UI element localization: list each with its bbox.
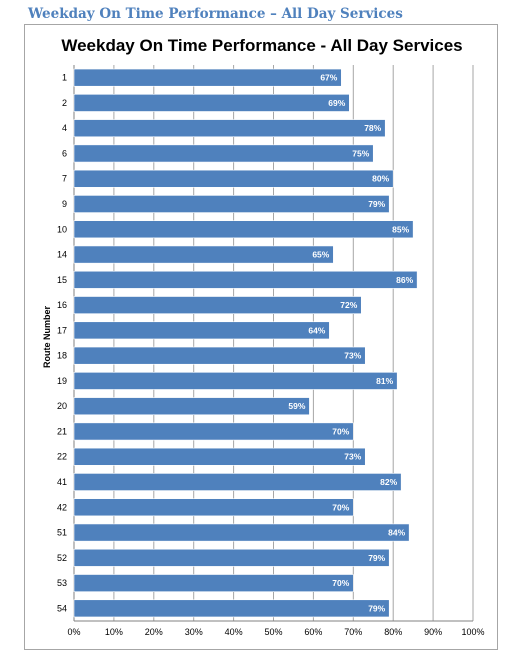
y-tick-label-route-1: 1 — [62, 73, 67, 83]
data-label-route-41: 82% — [380, 477, 397, 487]
bar-route-10 — [73, 220, 414, 239]
x-tick-label: 60% — [304, 627, 322, 637]
chart-title: Weekday On Time Performance - All Day Se… — [61, 36, 462, 55]
bar-route-16 — [73, 296, 362, 314]
y-tick-label-route-41: 41 — [57, 477, 67, 487]
bar-chart: Weekday On Time Performance - All Day Se… — [42, 36, 485, 637]
x-tick-label: 0% — [67, 627, 80, 637]
data-label-route-1: 67% — [320, 73, 337, 83]
y-tick-label-route-52: 52 — [57, 553, 67, 563]
bar-route-14 — [73, 245, 334, 264]
y-tick-label-route-22: 22 — [57, 452, 67, 462]
y-axis-tick-labels: 1 2 4 6 7 9 10 14 15 16 17 18 19 20 21 22 41 42 51 52 53 54 — [57, 73, 67, 614]
y-tick-label-route-16: 16 — [57, 300, 67, 310]
y-tick-label-route-42: 42 — [57, 502, 67, 512]
bar-route-51 — [73, 523, 410, 542]
bar-route-53 — [73, 574, 354, 592]
data-label-route-52: 79% — [368, 553, 385, 563]
bar-route-18 — [73, 346, 366, 365]
x-tick-label: 40% — [225, 627, 243, 637]
bar-route-7 — [73, 169, 394, 188]
y-tick-label-route-20: 20 — [57, 401, 67, 411]
y-tick-label-route-54: 54 — [57, 603, 67, 613]
x-tick-label: 90% — [424, 627, 442, 637]
y-tick-label-route-14: 14 — [57, 250, 67, 260]
y-tick-label-route-19: 19 — [57, 376, 67, 386]
data-label-route-16: 72% — [340, 300, 357, 310]
y-tick-label-route-17: 17 — [57, 325, 67, 335]
y-tick-label-route-9: 9 — [62, 199, 67, 209]
bar-route-22 — [73, 447, 366, 466]
data-label-route-17: 64% — [308, 325, 325, 335]
data-label-route-42: 70% — [332, 502, 349, 512]
y-tick-label-route-10: 10 — [57, 224, 67, 234]
y-tick-label-route-15: 15 — [57, 275, 67, 285]
y-tick-label-route-21: 21 — [57, 426, 67, 436]
x-axis-tick-labels: 0% 10% 20% 30% 40% 50% 60% 70% 80% 90% 100% — [67, 627, 484, 637]
bar-route-41 — [73, 473, 402, 491]
bar-route-20 — [73, 397, 310, 416]
bar-route-21 — [73, 422, 354, 441]
chart-frame: Weekday On Time Performance - All Day Se… — [24, 24, 498, 650]
bar-route-9 — [73, 195, 390, 213]
x-tick-label: 70% — [344, 627, 362, 637]
bar-route-2 — [73, 94, 350, 112]
x-tick-label: 50% — [264, 627, 282, 637]
data-label-route-9: 79% — [368, 199, 385, 209]
y-tick-label-route-7: 7 — [62, 174, 67, 184]
x-tick-label: 20% — [145, 627, 163, 637]
x-tick-label: 10% — [105, 627, 123, 637]
bar-route-52 — [73, 548, 390, 567]
bar-route-1 — [73, 68, 342, 87]
bars — [73, 68, 418, 618]
bar-route-19 — [73, 372, 398, 390]
data-label-route-2: 69% — [328, 98, 345, 108]
y-tick-label-route-51: 51 — [57, 528, 67, 538]
bar-route-42 — [73, 498, 354, 517]
bar-route-6 — [73, 144, 374, 163]
data-label-route-10: 85% — [392, 224, 409, 234]
y-tick-label-route-53: 53 — [57, 578, 67, 588]
data-label-route-15: 86% — [396, 275, 413, 285]
data-label-route-19: 81% — [376, 376, 393, 386]
data-label-route-21: 70% — [332, 426, 349, 436]
y-tick-label-route-6: 6 — [62, 148, 67, 158]
data-label-route-7: 80% — [372, 174, 389, 184]
data-label-route-22: 73% — [344, 452, 361, 462]
data-label-route-51: 84% — [388, 528, 405, 538]
y-axis-title: Route Number — [42, 306, 52, 369]
data-label-route-14: 65% — [312, 250, 329, 260]
data-label-route-4: 78% — [364, 123, 381, 133]
x-tick-label: 80% — [384, 627, 402, 637]
y-tick-label-route-4: 4 — [62, 123, 67, 133]
bar-route-4 — [73, 119, 386, 138]
y-tick-label-route-2: 2 — [62, 98, 67, 108]
x-tick-label: 30% — [185, 627, 203, 637]
bar-route-15 — [73, 270, 418, 289]
bar-route-54 — [73, 599, 390, 618]
bar-route-17 — [73, 321, 330, 340]
data-label-route-6: 75% — [352, 148, 369, 158]
x-tick-label: 100% — [461, 627, 484, 637]
data-labels: 67% 69% 78% 75% 80% 79% 85% 65% 86% 72% 64% 73% 81% 5… — [288, 73, 413, 614]
data-label-route-53: 70% — [332, 578, 349, 588]
data-label-route-18: 73% — [344, 351, 361, 361]
y-tick-label-route-18: 18 — [57, 351, 67, 361]
document-heading: Weekday On Time Performance – All Day Se… — [28, 6, 403, 22]
data-label-route-20: 59% — [288, 401, 305, 411]
data-label-route-54: 79% — [368, 603, 385, 613]
